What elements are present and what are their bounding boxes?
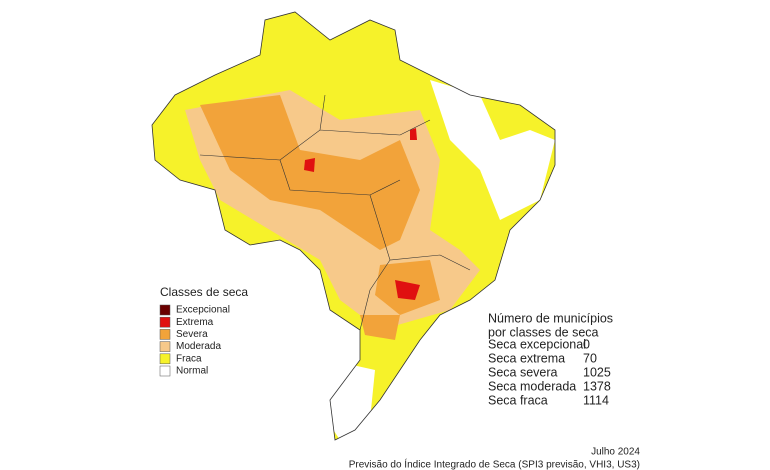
stats-title: por classes de seca bbox=[488, 325, 599, 339]
legend-swatch bbox=[159, 304, 171, 316]
legend-label: Severa bbox=[176, 329, 208, 340]
stats-value: 1378 bbox=[583, 379, 611, 393]
legend-label: Extrema bbox=[176, 317, 214, 328]
legend-swatch bbox=[159, 341, 171, 352]
stats-value: 1114 bbox=[583, 393, 609, 407]
legend-swatch bbox=[159, 353, 171, 365]
stats-label: Seca severa bbox=[488, 365, 558, 379]
legend: Classes de seca ExcepcionalExtremaSevera… bbox=[159, 285, 248, 377]
stats-label: Seca moderada bbox=[488, 379, 576, 393]
stats-value: 70 bbox=[583, 351, 597, 365]
legend-label: Excepcional bbox=[176, 305, 230, 316]
legend-title: Classes de seca bbox=[160, 285, 248, 299]
stats-value: 0 bbox=[583, 337, 590, 351]
legend-swatch bbox=[159, 365, 171, 377]
legend-swatch bbox=[159, 329, 171, 340]
stats-label: Seca fraca bbox=[488, 393, 548, 407]
legend-swatch bbox=[159, 316, 171, 328]
stats-value: 1025 bbox=[583, 365, 611, 379]
legend-label: Fraca bbox=[176, 353, 202, 364]
legend-label: Normal bbox=[176, 366, 208, 377]
legend-label: Moderada bbox=[176, 341, 221, 352]
stats-title: Número de municípios bbox=[488, 311, 613, 325]
footer-date: Julho 2024 bbox=[591, 447, 640, 458]
footer-source: Previsão do Índice Integrado de Seca (SP… bbox=[349, 458, 640, 470]
stats-label: Seca excepcional bbox=[488, 337, 586, 351]
stats-label: Seca extrema bbox=[488, 351, 565, 365]
